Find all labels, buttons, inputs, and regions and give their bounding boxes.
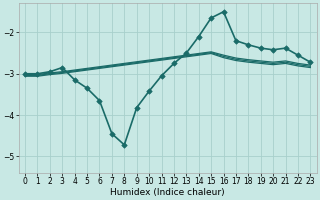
X-axis label: Humidex (Indice chaleur): Humidex (Indice chaleur) bbox=[110, 188, 225, 197]
